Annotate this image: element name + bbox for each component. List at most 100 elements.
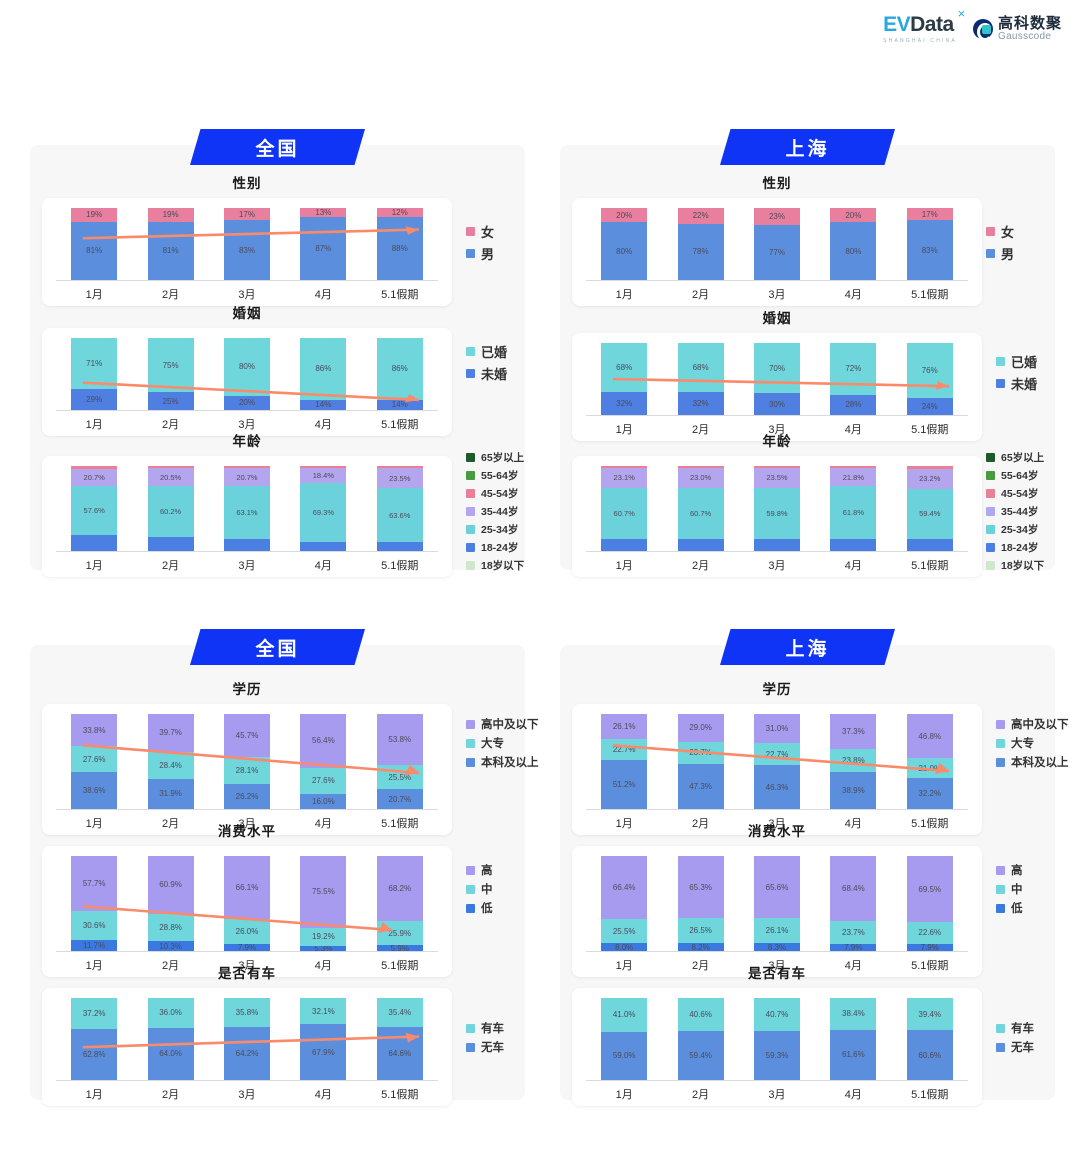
stacked-bar[interactable]: 65.6% 26.1% 8.3%: [753, 856, 800, 951]
bar-column[interactable]: 39.7% 28.4% 31.9%: [136, 714, 205, 809]
legend-item[interactable]: 45-54岁: [466, 486, 524, 501]
legend-item[interactable]: 高中及以下: [466, 716, 539, 732]
bar-column[interactable]: 31.0% 22.7% 46.3%: [743, 714, 812, 809]
stacked-bar[interactable]: 53.8% 25.5% 20.7%: [376, 714, 423, 809]
stacked-bar[interactable]: 65.3% 26.5% 8.2%: [677, 856, 724, 951]
legend-item[interactable]: 有车: [466, 1020, 504, 1036]
stacked-bar[interactable]: 60.9% 28.8% 10.3%: [147, 856, 194, 951]
bar-column[interactable]: 45.7% 28.1% 26.2%: [213, 714, 282, 809]
bar-column[interactable]: 23.2% 59.4%: [895, 466, 964, 551]
stacked-bar[interactable]: 70% 30%: [753, 343, 800, 415]
stacked-bar[interactable]: 20.5% 60.2%: [147, 466, 194, 551]
stacked-bar[interactable]: 23.2% 59.4%: [906, 466, 953, 551]
stacked-bar[interactable]: 23.0% 60.7%: [677, 466, 724, 551]
bar-column[interactable]: 53.8% 25.5% 20.7%: [365, 714, 434, 809]
bar-column[interactable]: 40.6% 59.4%: [666, 998, 735, 1080]
stacked-bar[interactable]: 20.7% 63.1%: [223, 466, 270, 551]
bar-column[interactable]: 38.4% 61.6%: [819, 998, 888, 1080]
legend-item[interactable]: 男: [986, 244, 1014, 263]
stacked-bar[interactable]: 19% 81%: [71, 208, 118, 280]
bar-column[interactable]: 12% 88%: [365, 208, 434, 280]
bar-column[interactable]: 39.4% 60.6%: [895, 998, 964, 1080]
stacked-bar[interactable]: 26.1% 22.7% 51.2%: [601, 714, 648, 809]
legend-item[interactable]: 无车: [466, 1039, 504, 1055]
legend-item[interactable]: 未婚: [466, 364, 507, 383]
stacked-bar[interactable]: 23.1% 60.7%: [601, 466, 648, 551]
legend-item[interactable]: 大专: [466, 735, 539, 751]
legend-item[interactable]: 中: [996, 881, 1023, 897]
bar-column[interactable]: 68% 32%: [666, 343, 735, 415]
bar-column[interactable]: 22% 78%: [666, 208, 735, 280]
bar-column[interactable]: 46.8% 21.0% 32.2%: [895, 714, 964, 809]
bar-column[interactable]: 68.4% 23.7% 7.9%: [819, 856, 888, 951]
stacked-bar[interactable]: 35.8% 64.2%: [223, 998, 270, 1080]
bar-column[interactable]: 60.9% 28.8% 10.3%: [136, 856, 205, 951]
bar-column[interactable]: 29.0% 23.7% 47.3%: [666, 714, 735, 809]
stacked-bar[interactable]: 75% 25%: [147, 338, 194, 410]
bar-column[interactable]: 23.5% 59.8%: [743, 466, 812, 551]
stacked-bar[interactable]: 56.4% 27.6% 16.0%: [300, 714, 347, 809]
bar-column[interactable]: 21.8% 61.8%: [819, 466, 888, 551]
stacked-bar[interactable]: 19% 81%: [147, 208, 194, 280]
legend-item[interactable]: 未婚: [996, 374, 1037, 393]
bar-column[interactable]: 20% 80%: [590, 208, 659, 280]
stacked-bar[interactable]: 45.7% 28.1% 26.2%: [223, 714, 270, 809]
bar-column[interactable]: 37.3% 23.8% 38.9%: [819, 714, 888, 809]
bar-column[interactable]: 66.1% 26.0% 7.9%: [213, 856, 282, 951]
stacked-bar[interactable]: 75.5% 19.2% 5.3%: [300, 856, 347, 951]
bar-column[interactable]: 23.1% 60.7%: [590, 466, 659, 551]
stacked-bar[interactable]: 40.7% 59.3%: [753, 998, 800, 1080]
stacked-bar[interactable]: 66.1% 26.0% 7.9%: [223, 856, 270, 951]
stacked-bar[interactable]: 23% 77%: [753, 208, 800, 280]
legend-item[interactable]: 55-64岁: [986, 468, 1044, 483]
stacked-bar[interactable]: 68% 32%: [601, 343, 648, 415]
bar-column[interactable]: 66.4% 25.5% 8.0%: [590, 856, 659, 951]
stacked-bar[interactable]: 71% 29%: [71, 338, 118, 410]
bar-column[interactable]: 20.7% 57.6%: [60, 466, 129, 551]
stacked-bar[interactable]: 20% 80%: [830, 208, 877, 280]
stacked-bar[interactable]: 32.1% 67.9%: [300, 998, 347, 1080]
bar-column[interactable]: 26.1% 22.7% 51.2%: [590, 714, 659, 809]
bar-column[interactable]: 35.4% 64.6%: [365, 998, 434, 1080]
legend-item[interactable]: 无车: [996, 1039, 1034, 1055]
bar-column[interactable]: 68% 32%: [590, 343, 659, 415]
bar-column[interactable]: 71% 29%: [60, 338, 129, 410]
bar-column[interactable]: 32.1% 67.9%: [289, 998, 358, 1080]
stacked-bar[interactable]: 46.8% 21.0% 32.2%: [906, 714, 953, 809]
legend-item[interactable]: 低: [466, 900, 493, 916]
stacked-bar[interactable]: 68% 32%: [677, 343, 724, 415]
stacked-bar[interactable]: 23.5% 59.8%: [753, 466, 800, 551]
bar-column[interactable]: 72% 28%: [819, 343, 888, 415]
bar-column[interactable]: 65.3% 26.5% 8.2%: [666, 856, 735, 951]
legend-item[interactable]: 45-54岁: [986, 486, 1044, 501]
stacked-bar[interactable]: 68.4% 23.7% 7.9%: [830, 856, 877, 951]
bar-column[interactable]: 17% 83%: [213, 208, 282, 280]
bar-column[interactable]: 76% 24%: [895, 343, 964, 415]
legend-item[interactable]: 25-34岁: [466, 522, 524, 537]
stacked-bar[interactable]: 68.2% 25.9% 5.9%: [376, 856, 423, 951]
stacked-bar[interactable]: 36.0% 64.0%: [147, 998, 194, 1080]
legend-item[interactable]: 已婚: [466, 342, 507, 361]
stacked-bar[interactable]: 76% 24%: [906, 343, 953, 415]
bar-column[interactable]: 75% 25%: [136, 338, 205, 410]
bar-column[interactable]: 23% 77%: [743, 208, 812, 280]
stacked-bar[interactable]: 38.4% 61.6%: [830, 998, 877, 1080]
bar-column[interactable]: 13% 87%: [289, 208, 358, 280]
bar-column[interactable]: 68.2% 25.9% 5.9%: [365, 856, 434, 951]
legend-item[interactable]: 18-24岁: [986, 540, 1044, 555]
bar-column[interactable]: 40.7% 59.3%: [743, 998, 812, 1080]
legend-item[interactable]: 女: [466, 222, 494, 241]
legend-item[interactable]: 女: [986, 222, 1014, 241]
legend-item[interactable]: 65岁以上: [986, 450, 1044, 465]
legend-item[interactable]: 本科及以上: [996, 754, 1069, 770]
legend-item[interactable]: 大专: [996, 735, 1069, 751]
stacked-bar[interactable]: 37.3% 23.8% 38.9%: [830, 714, 877, 809]
bar-column[interactable]: 18.4% 69.3%: [289, 466, 358, 551]
bar-column[interactable]: 33.8% 27.6% 38.6%: [60, 714, 129, 809]
bar-column[interactable]: 23.5% 63.6%: [365, 466, 434, 551]
bar-column[interactable]: 41.0% 59.0%: [590, 998, 659, 1080]
stacked-bar[interactable]: 29.0% 23.7% 47.3%: [677, 714, 724, 809]
stacked-bar[interactable]: 57.7% 30.6% 11.7%: [71, 856, 118, 951]
legend-item[interactable]: 低: [996, 900, 1023, 916]
legend-item[interactable]: 18岁以下: [986, 558, 1044, 573]
